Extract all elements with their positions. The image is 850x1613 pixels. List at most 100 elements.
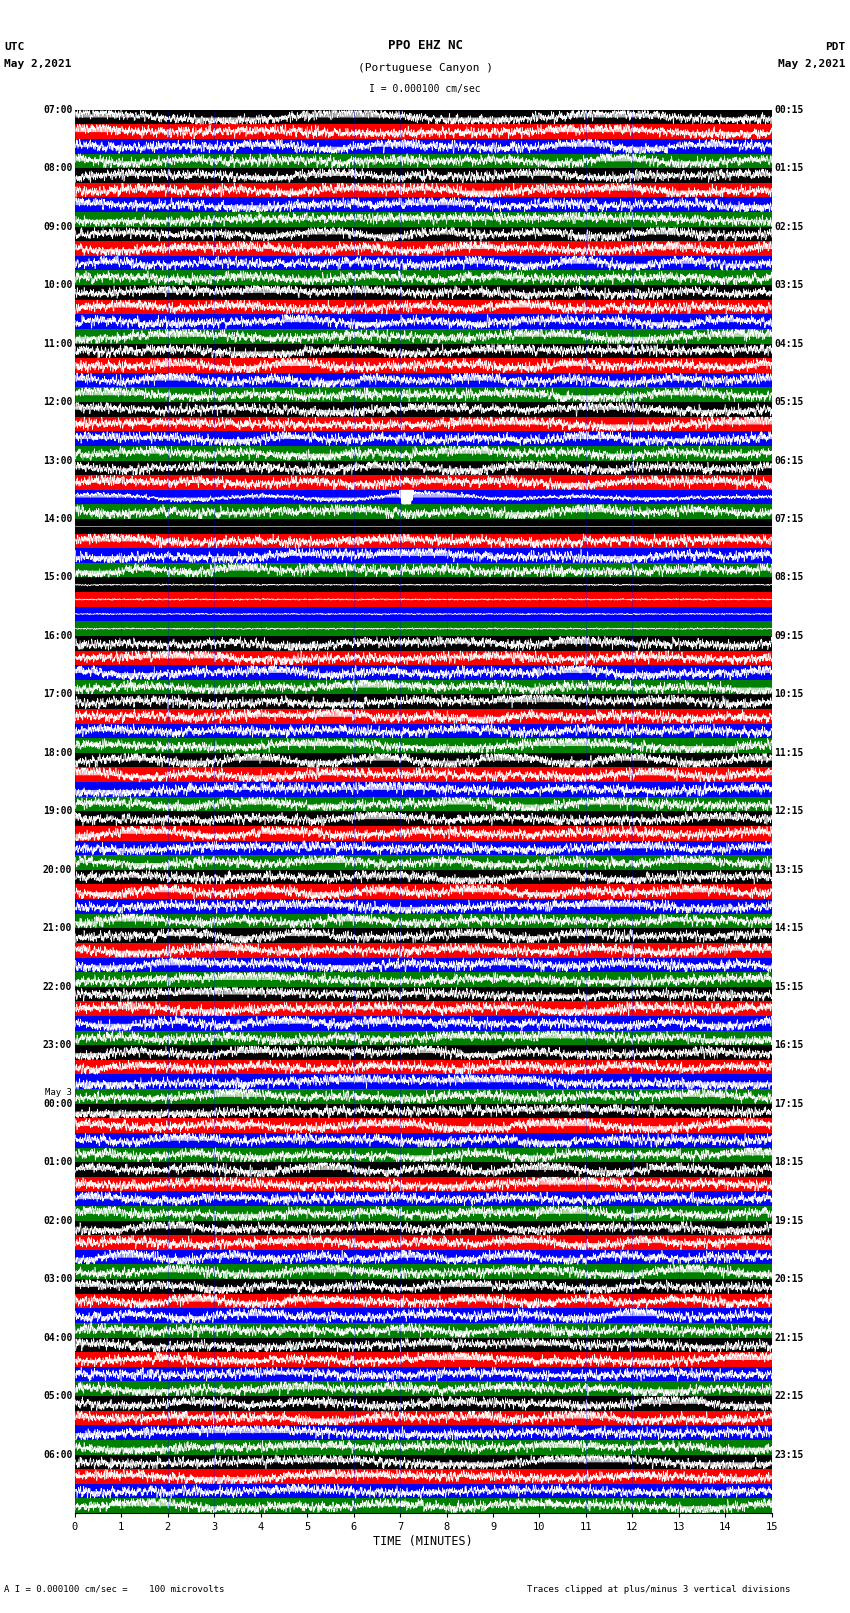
- Bar: [75, 387, 772, 402]
- Bar: [75, 1132, 772, 1147]
- Bar: [75, 226, 772, 242]
- Bar: [75, 606, 772, 621]
- Bar: [75, 373, 772, 387]
- Bar: [75, 1395, 772, 1411]
- Bar: [75, 1308, 772, 1323]
- Bar: [75, 1161, 772, 1177]
- Bar: [75, 416, 772, 431]
- Bar: [75, 1250, 772, 1265]
- Bar: [75, 344, 772, 358]
- Text: 17:00: 17:00: [42, 689, 72, 700]
- Text: 16:00: 16:00: [42, 631, 72, 640]
- Text: Traces clipped at plus/minus 3 vertical divisions: Traces clipped at plus/minus 3 vertical …: [527, 1584, 790, 1594]
- Text: 16:15: 16:15: [774, 1040, 804, 1050]
- Text: 02:15: 02:15: [774, 221, 804, 232]
- Bar: [75, 197, 772, 211]
- Bar: [75, 710, 772, 724]
- Bar: [75, 797, 772, 811]
- Bar: [75, 505, 772, 519]
- Bar: [75, 402, 772, 416]
- Bar: [75, 840, 772, 855]
- Bar: [75, 445, 772, 461]
- Text: 02:00: 02:00: [42, 1216, 72, 1226]
- Bar: [75, 1323, 772, 1337]
- Text: 01:15: 01:15: [774, 163, 804, 173]
- Text: 06:00: 06:00: [42, 1450, 72, 1460]
- Text: 08:15: 08:15: [774, 573, 804, 582]
- Bar: [75, 958, 772, 973]
- Text: 15:00: 15:00: [42, 573, 72, 582]
- Text: 14:15: 14:15: [774, 923, 804, 934]
- Text: 00:15: 00:15: [774, 105, 804, 115]
- Bar: [75, 182, 772, 197]
- Bar: [75, 548, 772, 563]
- Bar: [75, 884, 772, 898]
- Bar: [75, 944, 772, 958]
- Text: 13:00: 13:00: [42, 455, 72, 466]
- Bar: [75, 1221, 772, 1236]
- Bar: [75, 1118, 772, 1132]
- X-axis label: TIME (MINUTES): TIME (MINUTES): [373, 1536, 473, 1548]
- Bar: [75, 679, 772, 694]
- Text: 10:15: 10:15: [774, 689, 804, 700]
- Text: 19:00: 19:00: [42, 806, 72, 816]
- Text: May 2,2021: May 2,2021: [779, 60, 846, 69]
- Bar: [75, 987, 772, 1002]
- Bar: [75, 1236, 772, 1250]
- Bar: [75, 768, 772, 782]
- Bar: [75, 286, 772, 300]
- Bar: [75, 1366, 772, 1381]
- Bar: [75, 124, 772, 139]
- Text: 05:15: 05:15: [774, 397, 804, 406]
- Bar: [75, 592, 772, 606]
- Text: 21:00: 21:00: [42, 923, 72, 934]
- Text: 00:00: 00:00: [42, 1098, 72, 1108]
- Text: A I = 0.000100 cm/sec =    100 microvolts: A I = 0.000100 cm/sec = 100 microvolts: [4, 1584, 224, 1594]
- Text: 04:00: 04:00: [42, 1332, 72, 1342]
- Bar: [75, 1352, 772, 1366]
- Bar: [75, 1177, 772, 1192]
- Bar: [75, 753, 772, 768]
- Text: 22:00: 22:00: [42, 982, 72, 992]
- Bar: [75, 694, 772, 710]
- Text: 17:15: 17:15: [774, 1098, 804, 1108]
- Bar: [75, 1060, 772, 1074]
- Bar: [75, 271, 772, 286]
- Text: 18:00: 18:00: [42, 748, 72, 758]
- Bar: [75, 1002, 772, 1016]
- Text: May 3: May 3: [45, 1089, 72, 1097]
- Bar: [75, 927, 772, 944]
- Bar: [75, 898, 772, 913]
- Bar: [75, 1498, 772, 1513]
- Text: 09:15: 09:15: [774, 631, 804, 640]
- Bar: [75, 431, 772, 445]
- Text: 01:00: 01:00: [42, 1157, 72, 1168]
- Bar: [75, 358, 772, 373]
- Bar: [75, 811, 772, 826]
- Bar: [75, 461, 772, 476]
- Text: 03:00: 03:00: [42, 1274, 72, 1284]
- Bar: [75, 1045, 772, 1060]
- Text: PPO EHZ NC: PPO EHZ NC: [388, 39, 462, 52]
- Text: 20:00: 20:00: [42, 865, 72, 874]
- Bar: [75, 621, 772, 636]
- Text: 12:15: 12:15: [774, 806, 804, 816]
- Text: 05:00: 05:00: [42, 1390, 72, 1402]
- Text: 23:15: 23:15: [774, 1450, 804, 1460]
- Bar: [75, 1440, 772, 1455]
- Text: 20:15: 20:15: [774, 1274, 804, 1284]
- Bar: [75, 1074, 772, 1089]
- Text: 13:15: 13:15: [774, 865, 804, 874]
- Bar: [75, 1455, 772, 1469]
- Text: 08:00: 08:00: [42, 163, 72, 173]
- Text: UTC: UTC: [4, 42, 25, 52]
- Bar: [75, 1207, 772, 1221]
- Bar: [75, 782, 772, 797]
- Text: 19:15: 19:15: [774, 1216, 804, 1226]
- Bar: [75, 476, 772, 490]
- Bar: [75, 490, 772, 505]
- Text: 07:00: 07:00: [42, 105, 72, 115]
- Text: (Portuguese Canyon ): (Portuguese Canyon ): [358, 63, 492, 73]
- Text: 03:15: 03:15: [774, 281, 804, 290]
- Text: 06:15: 06:15: [774, 455, 804, 466]
